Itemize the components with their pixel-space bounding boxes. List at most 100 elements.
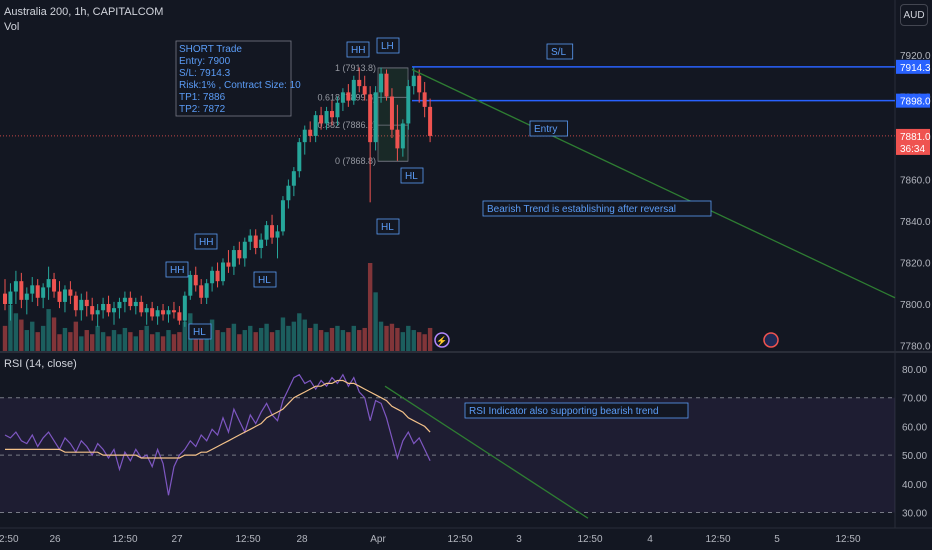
last-price-tag: 7881.0 — [900, 132, 931, 143]
candle-body — [389, 96, 394, 130]
rsi-tick: 70.00 — [902, 394, 927, 405]
volume-bar — [231, 323, 237, 351]
candles[interactable] — [3, 67, 433, 327]
candle-body — [259, 239, 264, 248]
candle-body — [210, 270, 215, 284]
sl-price-tag-bg — [896, 59, 930, 74]
volume-bar — [417, 332, 422, 351]
axes: 7920.07900.07880.07860.07840.07820.07800… — [0, 51, 931, 545]
swing-label: HH — [351, 45, 365, 56]
volume-bar — [155, 332, 160, 351]
time-tick: 12:50 — [447, 534, 472, 545]
entry-price-tag-bg — [896, 93, 930, 108]
volume-bar — [111, 330, 117, 351]
volume-bar — [73, 321, 79, 351]
rsi-pane[interactable] — [0, 373, 895, 513]
candle-body — [90, 306, 95, 315]
price-tick: 7800.0 — [900, 300, 931, 311]
swing-label-box — [188, 323, 212, 340]
volume-bar — [177, 332, 182, 351]
candle-body — [177, 312, 182, 321]
time-tick: 12:50 — [112, 534, 137, 545]
candle-body — [13, 281, 18, 292]
volume-bar — [182, 321, 188, 351]
candle-body — [428, 106, 433, 136]
lightning-icon — [434, 332, 450, 348]
time-tick: 3 — [516, 534, 522, 545]
time-tick: 26 — [49, 534, 61, 545]
candle-body — [319, 115, 324, 124]
rsi-ma-line — [5, 379, 431, 459]
volume-bar — [215, 330, 220, 351]
candle-body — [373, 92, 378, 143]
sl-price-tag: 7914.3 — [900, 63, 931, 74]
candle-body — [19, 281, 24, 300]
volume-bar — [308, 327, 313, 351]
volume-bar — [226, 327, 231, 351]
volume-bar — [144, 325, 149, 351]
candle-body — [422, 92, 427, 107]
swing-label-box — [194, 233, 218, 250]
volume-bar — [275, 330, 280, 351]
trade-box-line: SHORT Trade — [179, 44, 242, 55]
volume-bar — [13, 313, 19, 351]
volume-bar — [128, 332, 133, 351]
candle-body — [199, 285, 204, 298]
candle-body — [3, 293, 7, 304]
candle-body — [133, 301, 138, 307]
candle-body — [221, 262, 225, 282]
candle-body — [237, 250, 242, 259]
volume-bar — [302, 319, 307, 351]
candle-body — [182, 295, 187, 321]
volume-bar — [411, 330, 416, 351]
time-tick: 4 — [647, 534, 653, 545]
currency-button[interactable]: AUD — [900, 4, 928, 26]
volume-bar — [35, 332, 40, 351]
price-trend-line — [411, 68, 896, 299]
fib-level-label: 0.382 (7886.2) — [317, 120, 376, 130]
volume-bar — [40, 325, 46, 351]
candle-body — [204, 283, 209, 298]
candle-body — [73, 295, 78, 311]
candle-body — [101, 304, 106, 311]
volume-bar — [389, 323, 395, 351]
rsi-trend-line — [384, 385, 589, 519]
entry-price-tag: 7898.0 — [900, 97, 931, 108]
candle-body — [46, 279, 51, 288]
candle-body — [253, 235, 258, 248]
candle-body — [286, 185, 291, 201]
volume-bar — [106, 336, 111, 351]
volume-bar — [335, 325, 340, 351]
time-tick: 27 — [171, 534, 183, 545]
candle-body — [226, 262, 231, 267]
sl-label: S/L — [551, 47, 566, 58]
volume-bars — [2, 263, 433, 351]
candle-body — [95, 310, 100, 315]
volume-bar — [100, 332, 106, 351]
candle-body — [291, 171, 296, 186]
candle-body — [117, 301, 122, 309]
volume-bar — [422, 334, 427, 351]
candle-body — [275, 231, 280, 238]
candle-body — [417, 75, 422, 93]
volume-bar — [318, 330, 324, 351]
volume-bar — [24, 330, 29, 351]
price-tick: 7840.0 — [900, 217, 931, 228]
candle-body — [68, 289, 73, 296]
candle-body — [193, 274, 198, 286]
swing-label: HH — [199, 237, 213, 248]
candle-body — [362, 86, 367, 95]
volume-bar — [117, 334, 122, 351]
volume-bar — [8, 304, 13, 351]
rsi-note: RSI Indicator also supporting bearish tr… — [469, 406, 659, 417]
volume-bar — [57, 334, 62, 351]
candle-body — [84, 299, 89, 307]
candle-body — [264, 225, 269, 240]
candle-body — [411, 75, 416, 87]
rsi-label: RSI (14, close) — [4, 358, 77, 370]
fib-level-label: 1 (7913.8) — [335, 63, 376, 73]
candle-body — [384, 73, 389, 97]
rsi-note-box — [464, 402, 689, 419]
